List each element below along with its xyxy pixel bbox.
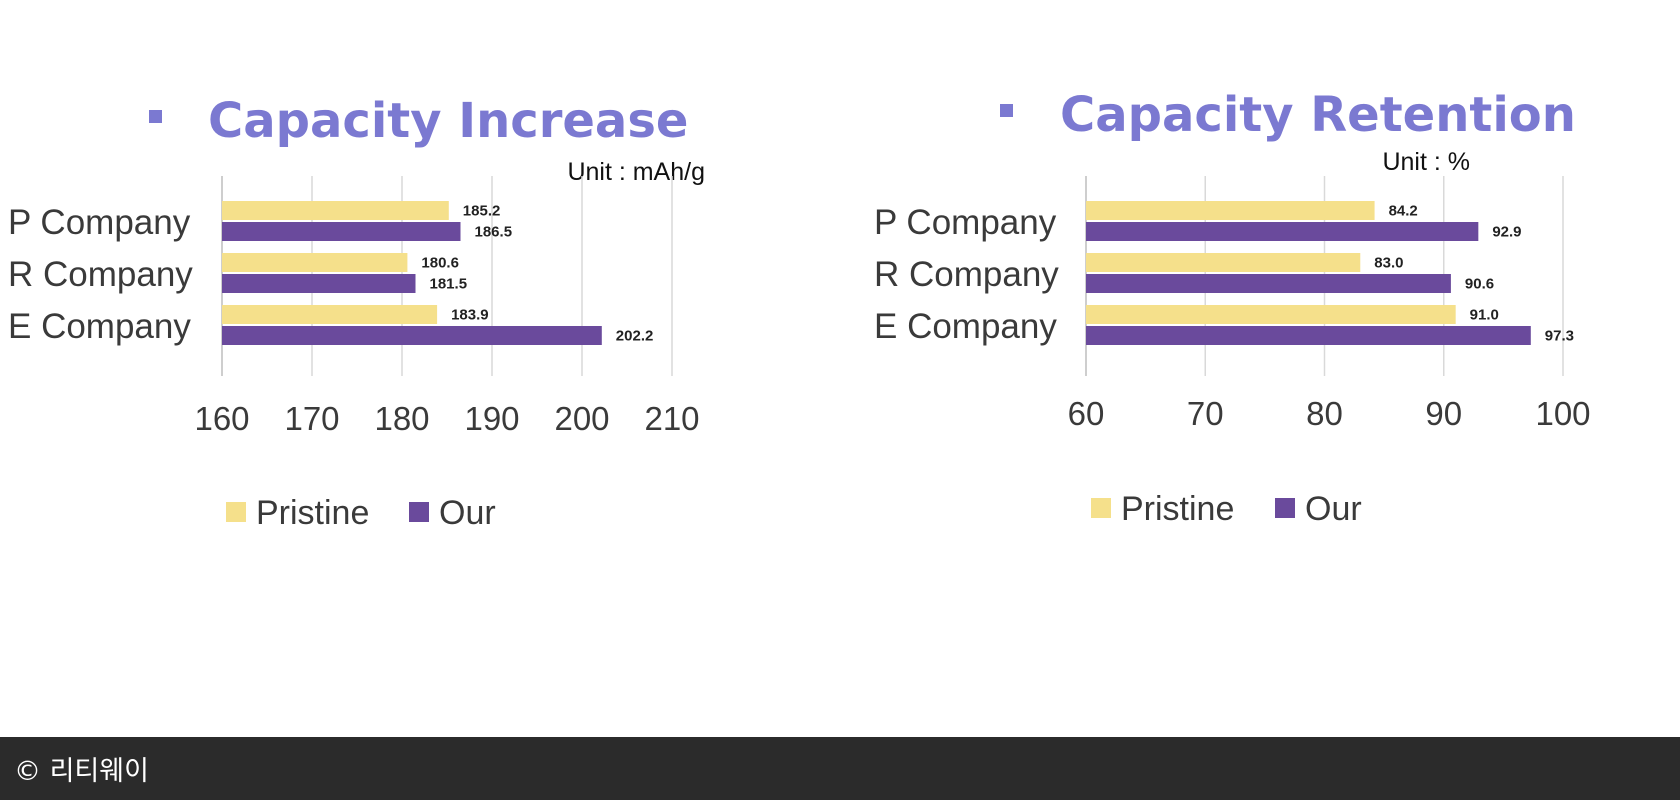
bar-pristine: [222, 305, 438, 324]
data-label: 185.2: [463, 203, 501, 220]
data-label: 97.3: [1545, 328, 1574, 345]
legend-swatch-our: [409, 502, 429, 522]
chart-title: Capacity Increase: [208, 93, 688, 149]
bar-pristine: [1086, 201, 1375, 220]
data-label: 202.2: [616, 328, 654, 345]
x-tick-label: 80: [1306, 395, 1343, 432]
data-label: 183.9: [451, 307, 489, 324]
x-tick-label: 190: [464, 400, 519, 437]
legend-swatch-our: [1275, 498, 1295, 518]
unit-label: Unit : %: [1382, 148, 1470, 176]
legend-label: Pristine: [256, 494, 369, 532]
bar-pristine: [1086, 305, 1456, 324]
data-label: 83.0: [1374, 255, 1403, 272]
x-tick-label: 210: [644, 400, 699, 437]
legend-swatch-pristine: [1091, 498, 1111, 518]
category-label: E Company: [8, 307, 191, 346]
bar-our: [1086, 222, 1479, 241]
data-label: 91.0: [1470, 307, 1499, 324]
title-bullet-icon: [1000, 104, 1013, 117]
copyright-text: © 리티웨이: [14, 756, 149, 787]
x-tick-label: 100: [1535, 395, 1590, 432]
x-tick-label: 60: [1068, 395, 1105, 432]
category-label: R Company: [874, 255, 1059, 294]
capacity-retention-chart: Capacity Retention Unit : % 60 70 80 90 100 P C…: [874, 87, 1591, 528]
chart-title: Capacity Retention: [1060, 87, 1576, 143]
bar-pristine: [222, 253, 408, 272]
category-label: E Company: [874, 307, 1057, 346]
bar-our: [1086, 274, 1451, 293]
legend-label: Our: [439, 494, 496, 532]
data-label: 92.9: [1492, 224, 1521, 241]
category-label: R Company: [8, 255, 193, 294]
bar-our: [222, 274, 416, 293]
data-label: 90.6: [1465, 276, 1494, 293]
bar-pristine: [222, 201, 449, 220]
category-label: P Company: [8, 203, 191, 242]
bar-pristine: [1086, 253, 1361, 272]
bar-our: [222, 222, 461, 241]
unit-label: Unit : mAh/g: [567, 158, 705, 186]
x-tick-label: 170: [284, 400, 339, 437]
x-tick-label: 70: [1187, 395, 1224, 432]
title-bullet-icon: [149, 110, 162, 123]
data-label: 84.2: [1389, 203, 1418, 220]
data-label: 186.5: [475, 224, 513, 241]
capacity-retention-chart-panel: Capacity Retention Unit : % 60 70 80 90 100 P C…: [840, 0, 1680, 735]
data-label: 181.5: [430, 276, 468, 293]
x-tick-label: 90: [1425, 395, 1462, 432]
data-label: 180.6: [421, 255, 459, 272]
bar-our: [1086, 326, 1531, 345]
bar-our: [222, 326, 602, 345]
legend-label: Our: [1305, 490, 1362, 528]
x-tick-label: 160: [194, 400, 249, 437]
capacity-increase-chart-panel: Capacity Increase Unit : mAh/g 160 170 180 19…: [0, 0, 840, 735]
legend-swatch-pristine: [226, 502, 246, 522]
category-label: P Company: [874, 203, 1057, 242]
x-tick-label: 180: [374, 400, 429, 437]
legend-label: Pristine: [1121, 490, 1234, 528]
footer-bar: © 리티웨이: [0, 737, 1680, 800]
x-tick-label: 200: [554, 400, 609, 437]
capacity-increase-chart: Capacity Increase Unit : mAh/g 160 170 180 19…: [8, 93, 705, 532]
